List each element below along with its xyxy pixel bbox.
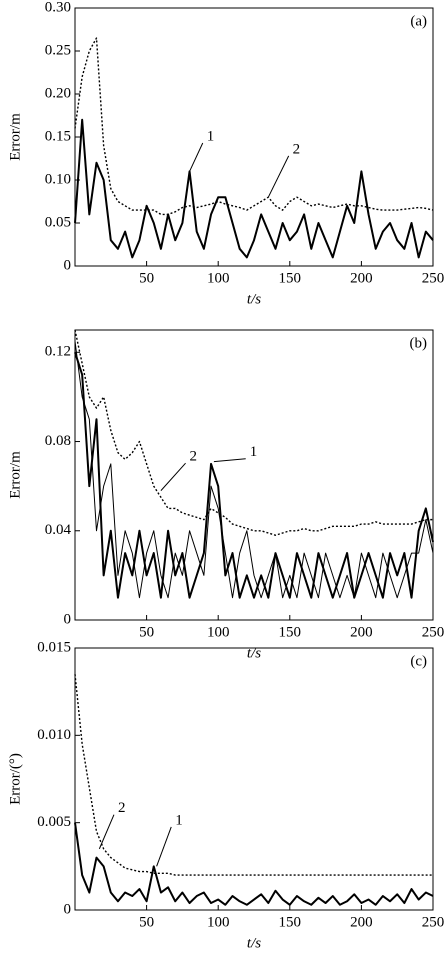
y-tick-label: 0.12: [45, 344, 71, 360]
x-axis-label: t/s: [247, 645, 261, 661]
annotation-leader: [213, 458, 246, 463]
x-tick-label: 150: [279, 624, 302, 640]
y-tick-label: 0: [64, 257, 72, 273]
x-tick-label: 150: [279, 914, 302, 930]
y-tick-label: 0.10: [45, 171, 71, 187]
panel-label: (c): [410, 653, 427, 669]
x-tick-label: 250: [422, 914, 445, 930]
x-axis-label: t/s: [247, 291, 261, 307]
x-tick-label: 150: [279, 270, 302, 286]
y-tick-label: 0.005: [37, 814, 71, 830]
x-tick-label: 50: [139, 270, 154, 286]
x-tick-label: 200: [350, 624, 373, 640]
x-tick-label: 100: [207, 270, 230, 286]
x-tick-label: 100: [207, 914, 230, 930]
panel-label: (a): [410, 13, 427, 29]
y-tick-label: 0.015: [37, 639, 71, 655]
y-tick-label: 0.08: [45, 433, 71, 449]
y-tick-label: 0.30: [45, 0, 71, 15]
series-line: [74, 118, 434, 259]
plot-frame: [74, 647, 434, 911]
y-axis-label: Error/m: [7, 451, 23, 499]
x-axis-label: t/s: [247, 935, 261, 951]
y-tick-label: 0.15: [45, 128, 71, 144]
annotation: 1: [250, 444, 257, 460]
annotation: 2: [293, 141, 301, 157]
series-line: [74, 37, 434, 216]
annotation: 2: [190, 449, 198, 465]
y-tick-label: 0.20: [45, 85, 71, 101]
annotation-leader: [156, 826, 172, 867]
x-tick-label: 100: [207, 624, 230, 640]
annotation-leader: [160, 462, 186, 491]
annotation: 1: [207, 128, 215, 144]
series-line: [74, 329, 433, 536]
x-tick-label: 200: [350, 270, 373, 286]
y-tick-label: 0.05: [45, 214, 71, 230]
annotation-leader: [98, 814, 115, 850]
y-tick-label: 0.010: [37, 727, 71, 743]
y-tick-label: 0: [64, 901, 72, 917]
annotation-leader: [189, 142, 204, 172]
annotation-leader: [267, 155, 290, 198]
panel-label: (b): [410, 335, 428, 351]
annotation: 1: [175, 812, 183, 828]
y-axis-label: Error/(°): [7, 753, 23, 805]
y-tick-label: 0: [64, 611, 72, 627]
y-axis-label: Error/m: [7, 113, 23, 161]
series-line: [74, 352, 434, 599]
plot-frame: [74, 329, 434, 621]
x-tick-label: 200: [350, 914, 373, 930]
y-tick-label: 0.25: [45, 42, 71, 58]
y-tick-label: 0.04: [45, 522, 72, 538]
x-tick-label: 50: [139, 914, 154, 930]
plot-frame: [74, 7, 434, 267]
x-tick-label: 250: [422, 270, 445, 286]
series-line: [74, 822, 434, 906]
series-line: [74, 674, 433, 876]
x-tick-label: 250: [422, 624, 445, 640]
series-line: [74, 341, 434, 599]
annotation: 2: [118, 800, 126, 816]
x-tick-label: 50: [139, 624, 154, 640]
